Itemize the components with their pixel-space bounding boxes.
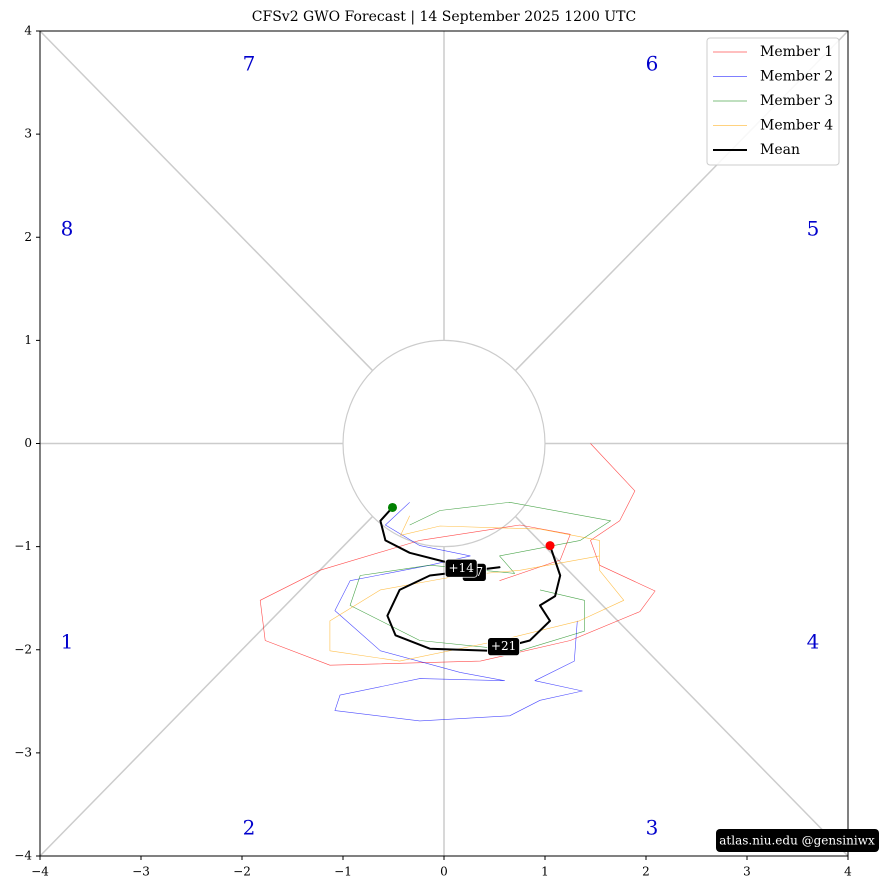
series-line: [349, 502, 611, 652]
y-tick-label: 2: [24, 230, 32, 244]
diagonal-line: [39, 30, 374, 372]
annotation-box: [487, 637, 520, 657]
legend-label: Member 2: [760, 69, 833, 85]
watermark-box: [716, 829, 879, 852]
annotation-text: +21: [491, 639, 516, 653]
x-tick-label: −3: [132, 865, 150, 879]
series-line: [379, 506, 562, 652]
x-tick-label: 3: [743, 865, 751, 879]
end-point: [545, 541, 555, 551]
x-tick-label: 2: [642, 865, 650, 879]
x-tick-label: −2: [233, 865, 251, 879]
diagonal-line: [39, 515, 374, 857]
legend-label: Member 1: [760, 44, 833, 60]
start-point: [387, 502, 397, 512]
y-tick-label: 4: [24, 24, 32, 38]
y-tick-label: 3: [24, 127, 32, 141]
y-tick-label: 0: [24, 436, 32, 450]
phase-label: 8: [61, 217, 74, 241]
y-tick-label: −3: [14, 745, 32, 759]
legend-label: Member 4: [760, 118, 833, 134]
phase-label: 1: [61, 630, 74, 654]
watermark: atlas.niu.edu @gensiniwx: [719, 834, 875, 848]
phase-label: 7: [243, 52, 256, 76]
diagonal-line: [514, 515, 849, 857]
y-tick-label: −1: [14, 539, 32, 553]
y-tick-label: −2: [14, 642, 32, 656]
unit-circle: [342, 339, 546, 548]
phase-label: 5: [807, 217, 820, 241]
x-tick-label: 1: [541, 865, 549, 879]
legend-label: Member 3: [760, 93, 833, 109]
phase-label: 2: [243, 816, 256, 840]
legend-label: Mean: [760, 142, 800, 158]
chart-title: CFSv2 GWO Forecast | 14 September 2025 1…: [252, 9, 636, 25]
phase-label: 6: [646, 52, 659, 76]
x-tick-label: 4: [844, 865, 852, 879]
phase-label: 3: [646, 816, 659, 840]
series-line: [334, 502, 583, 722]
series-line: [259, 443, 656, 666]
annotation-text: +14: [449, 561, 475, 575]
annotation-box: [444, 558, 478, 578]
x-tick-label: −1: [334, 865, 352, 879]
x-tick-label: 0: [440, 865, 448, 879]
x-tick-label: −4: [31, 865, 49, 879]
legend-box: [706, 37, 840, 166]
y-tick-label: 1: [24, 333, 32, 347]
phase-label: 4: [807, 630, 820, 654]
y-tick-label: −4: [14, 849, 32, 863]
